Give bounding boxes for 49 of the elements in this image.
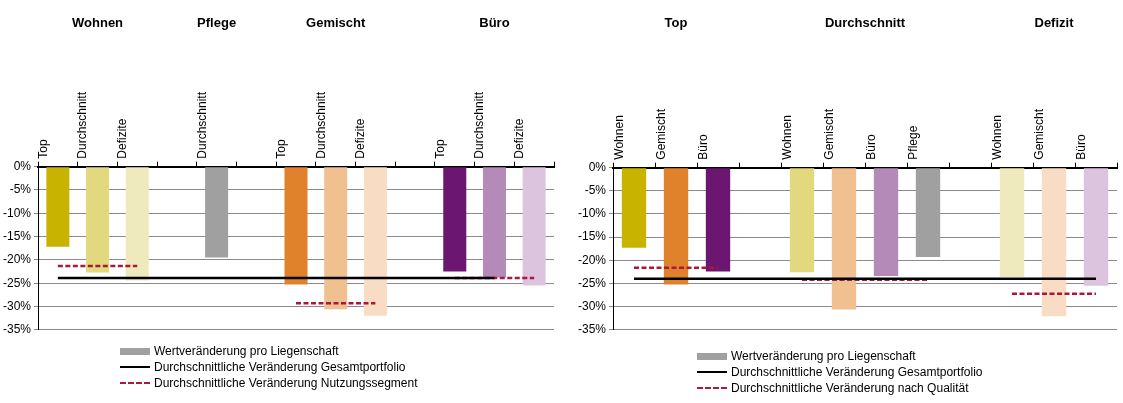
x-tick-label: Gemischt bbox=[1031, 108, 1046, 160]
x-tick-label: Büro bbox=[863, 134, 878, 160]
y-tick-label: -25% bbox=[578, 275, 607, 290]
x-tick-label: Durchschnitt bbox=[194, 91, 209, 159]
legend-label: Durchschnittliche Veränderung Gesamtportfolio bbox=[154, 360, 406, 374]
y-tick-label: -35% bbox=[3, 322, 32, 337]
x-tick-label: Büro bbox=[695, 134, 710, 160]
y-tick-label: -15% bbox=[578, 229, 607, 244]
x-tick-label: Top bbox=[432, 139, 447, 159]
y-tick-label: -5% bbox=[584, 183, 607, 198]
legend-label: Durchschnittliche Veränderung Nutzungssegment bbox=[154, 376, 418, 390]
text: Büro bbox=[479, 14, 510, 30]
legend-label: Wertveränderung pro Liegenschaft bbox=[731, 349, 916, 363]
y-tick-label: -30% bbox=[3, 298, 32, 313]
x-tick-label: Gemischt bbox=[821, 108, 836, 160]
x-tick-label: Top bbox=[35, 139, 50, 159]
text: Wohnen bbox=[72, 14, 124, 30]
y-tick-label: -20% bbox=[3, 252, 32, 267]
legend-label: Wertveränderung pro Liegenschaft bbox=[154, 344, 339, 358]
x-tick-label: Gemischt bbox=[653, 108, 668, 160]
x-tick-label: Durchschnitt bbox=[313, 91, 328, 159]
y-tick-label: -25% bbox=[3, 275, 32, 290]
x-tick-label: Durchschnitt bbox=[75, 91, 90, 159]
x-tick-label: Top bbox=[273, 139, 288, 159]
text: Defizit bbox=[1034, 14, 1075, 30]
y-tick-label: -5% bbox=[9, 182, 32, 197]
y-tick-label: -35% bbox=[578, 322, 607, 337]
text: Durchschnitt bbox=[824, 14, 906, 30]
x-tick-label: Pflege bbox=[905, 125, 920, 160]
x-tick-label: Wohnen bbox=[989, 115, 1004, 160]
x-tick-label: Defizite bbox=[353, 118, 368, 159]
legend-label: Durchschnittliche Veränderung nach Qualität bbox=[731, 381, 969, 395]
y-tick-label: -10% bbox=[3, 205, 32, 220]
text: Top bbox=[664, 14, 688, 30]
y-tick-label: -30% bbox=[578, 298, 607, 313]
y-tick-label: -20% bbox=[578, 252, 607, 267]
x-tick-label: Durchschnitt bbox=[472, 91, 487, 159]
x-tick-label: Büro bbox=[1073, 134, 1088, 160]
x-tick-label: Defizite bbox=[512, 118, 527, 159]
y-tick-label: 0% bbox=[588, 159, 607, 174]
y-tick-label: 0% bbox=[13, 159, 32, 173]
text: Gemischt bbox=[306, 14, 366, 30]
text: Pflege bbox=[197, 14, 237, 30]
x-tick-label: Wohnen bbox=[611, 115, 626, 160]
x-tick-label: Wohnen bbox=[779, 115, 794, 160]
x-tick-label: Defizite bbox=[115, 118, 130, 159]
legend-label: Durchschnittliche Veränderung Gesamtportfolio bbox=[731, 365, 983, 379]
y-tick-label: -10% bbox=[578, 206, 607, 221]
y-tick-label: -15% bbox=[3, 228, 32, 243]
